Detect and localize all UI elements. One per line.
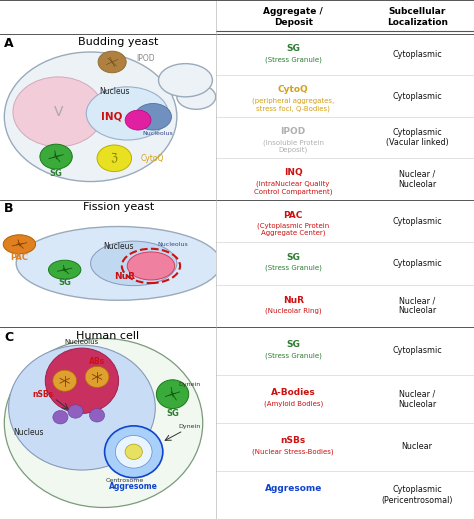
- Text: (Amyloid Bodies): (Amyloid Bodies): [264, 401, 323, 407]
- Text: CytoQ: CytoQ: [278, 85, 309, 94]
- Circle shape: [90, 408, 105, 422]
- Circle shape: [46, 348, 118, 413]
- Text: Cytoplasmic: Cytoplasmic: [392, 91, 442, 101]
- Text: INQ: INQ: [101, 112, 123, 122]
- Ellipse shape: [158, 64, 212, 97]
- Text: IPOD: IPOD: [136, 54, 155, 63]
- Text: SG: SG: [58, 278, 71, 287]
- Circle shape: [3, 235, 36, 254]
- Text: (Nucleolar Ring): (Nucleolar Ring): [265, 307, 321, 313]
- Text: Human cell: Human cell: [76, 331, 139, 341]
- Text: C: C: [4, 331, 13, 344]
- Text: PAC: PAC: [10, 253, 28, 262]
- Text: Nuclear /
Nucleolar: Nuclear / Nucleolar: [398, 169, 436, 189]
- Text: (Insoluble Protein
Deposit): (Insoluble Protein Deposit): [263, 139, 324, 153]
- Text: Nucleolus: Nucleolus: [157, 242, 188, 247]
- Text: V: V: [54, 105, 63, 119]
- Text: NuR: NuR: [115, 271, 136, 281]
- Text: ABs: ABs: [89, 357, 105, 366]
- Text: IPOD: IPOD: [281, 127, 306, 136]
- Text: Cytoplasmic: Cytoplasmic: [392, 216, 442, 226]
- Text: Cytoplasmic
(Pericentrosomal): Cytoplasmic (Pericentrosomal): [382, 485, 453, 504]
- Text: Aggresome: Aggresome: [109, 482, 158, 491]
- Ellipse shape: [135, 103, 172, 130]
- Text: INQ: INQ: [284, 168, 302, 177]
- Text: Nuclear /
Nucleolar: Nuclear / Nucleolar: [398, 389, 436, 408]
- Circle shape: [53, 411, 68, 424]
- Text: SG: SG: [50, 169, 63, 177]
- Circle shape: [125, 444, 142, 459]
- Text: Cytoplasmic: Cytoplasmic: [392, 50, 442, 59]
- Text: Subcellular
Localization: Subcellular Localization: [387, 7, 447, 26]
- Text: nSBs: nSBs: [281, 436, 306, 445]
- Text: B: B: [4, 202, 14, 215]
- Ellipse shape: [4, 52, 177, 182]
- Text: PAC: PAC: [283, 211, 303, 220]
- Text: CytoQ: CytoQ: [140, 154, 164, 163]
- Text: Dynein: Dynein: [179, 382, 201, 387]
- Circle shape: [127, 252, 175, 280]
- Text: Nucleolus: Nucleolus: [142, 131, 173, 136]
- Text: A: A: [4, 37, 14, 50]
- Circle shape: [156, 380, 189, 408]
- Circle shape: [105, 426, 163, 477]
- Text: (Stress Granule): (Stress Granule): [265, 353, 321, 359]
- Circle shape: [125, 110, 151, 130]
- Circle shape: [98, 51, 126, 73]
- Text: Fission yeast: Fission yeast: [83, 202, 154, 212]
- Text: A-Bodies: A-Bodies: [271, 388, 316, 397]
- Text: Centrosome: Centrosome: [106, 478, 144, 483]
- Ellipse shape: [9, 345, 155, 470]
- Text: Nuclear /
Nucleolar: Nuclear / Nucleolar: [398, 296, 436, 316]
- Text: nSBs: nSBs: [33, 390, 54, 399]
- Text: Aggregate /
Deposit: Aggregate / Deposit: [263, 7, 323, 26]
- Ellipse shape: [91, 241, 177, 285]
- Circle shape: [85, 366, 109, 388]
- Text: Cytoplasmic: Cytoplasmic: [392, 259, 442, 268]
- Text: SG: SG: [166, 409, 179, 418]
- Text: Cytoplasmic: Cytoplasmic: [392, 347, 442, 356]
- Ellipse shape: [4, 338, 203, 508]
- Text: Nucleus: Nucleus: [99, 87, 129, 97]
- Text: (Nuclear Stress-Bodies): (Nuclear Stress-Bodies): [252, 449, 334, 455]
- Text: NuR: NuR: [283, 295, 304, 305]
- Circle shape: [40, 144, 72, 169]
- Text: (Stress Granule): (Stress Granule): [265, 265, 321, 271]
- Text: Aggresome: Aggresome: [264, 484, 322, 493]
- Circle shape: [48, 260, 81, 279]
- Circle shape: [115, 435, 152, 468]
- Ellipse shape: [16, 226, 221, 301]
- Text: SG: SG: [286, 44, 300, 53]
- Text: (peripheral aggregates,
stress foci, Q-Bodies): (peripheral aggregates, stress foci, Q-B…: [252, 98, 334, 112]
- Ellipse shape: [86, 87, 168, 140]
- Text: Dynein: Dynein: [179, 425, 201, 429]
- Text: (Stress Granule): (Stress Granule): [265, 56, 321, 63]
- Text: SG: SG: [286, 253, 300, 262]
- Text: Budding yeast: Budding yeast: [78, 37, 159, 47]
- Text: Nucleus: Nucleus: [13, 428, 43, 437]
- Circle shape: [97, 145, 132, 172]
- Text: Nucleus: Nucleus: [103, 242, 134, 251]
- Circle shape: [68, 405, 83, 418]
- Text: Cytoplasmic
(Vacular linked): Cytoplasmic (Vacular linked): [386, 128, 448, 147]
- Circle shape: [13, 77, 103, 147]
- Circle shape: [53, 370, 77, 391]
- Text: Nuclear: Nuclear: [401, 443, 433, 452]
- Ellipse shape: [177, 85, 216, 110]
- Text: ℨ: ℨ: [111, 153, 118, 163]
- Text: (Cytoplasmic Protein
Aggregate Center): (Cytoplasmic Protein Aggregate Center): [257, 222, 329, 236]
- Text: Nucleolus: Nucleolus: [65, 339, 99, 345]
- Text: (IntraNuclear Quality
Control Compartment): (IntraNuclear Quality Control Compartmen…: [254, 181, 332, 195]
- Text: SG: SG: [286, 340, 300, 349]
